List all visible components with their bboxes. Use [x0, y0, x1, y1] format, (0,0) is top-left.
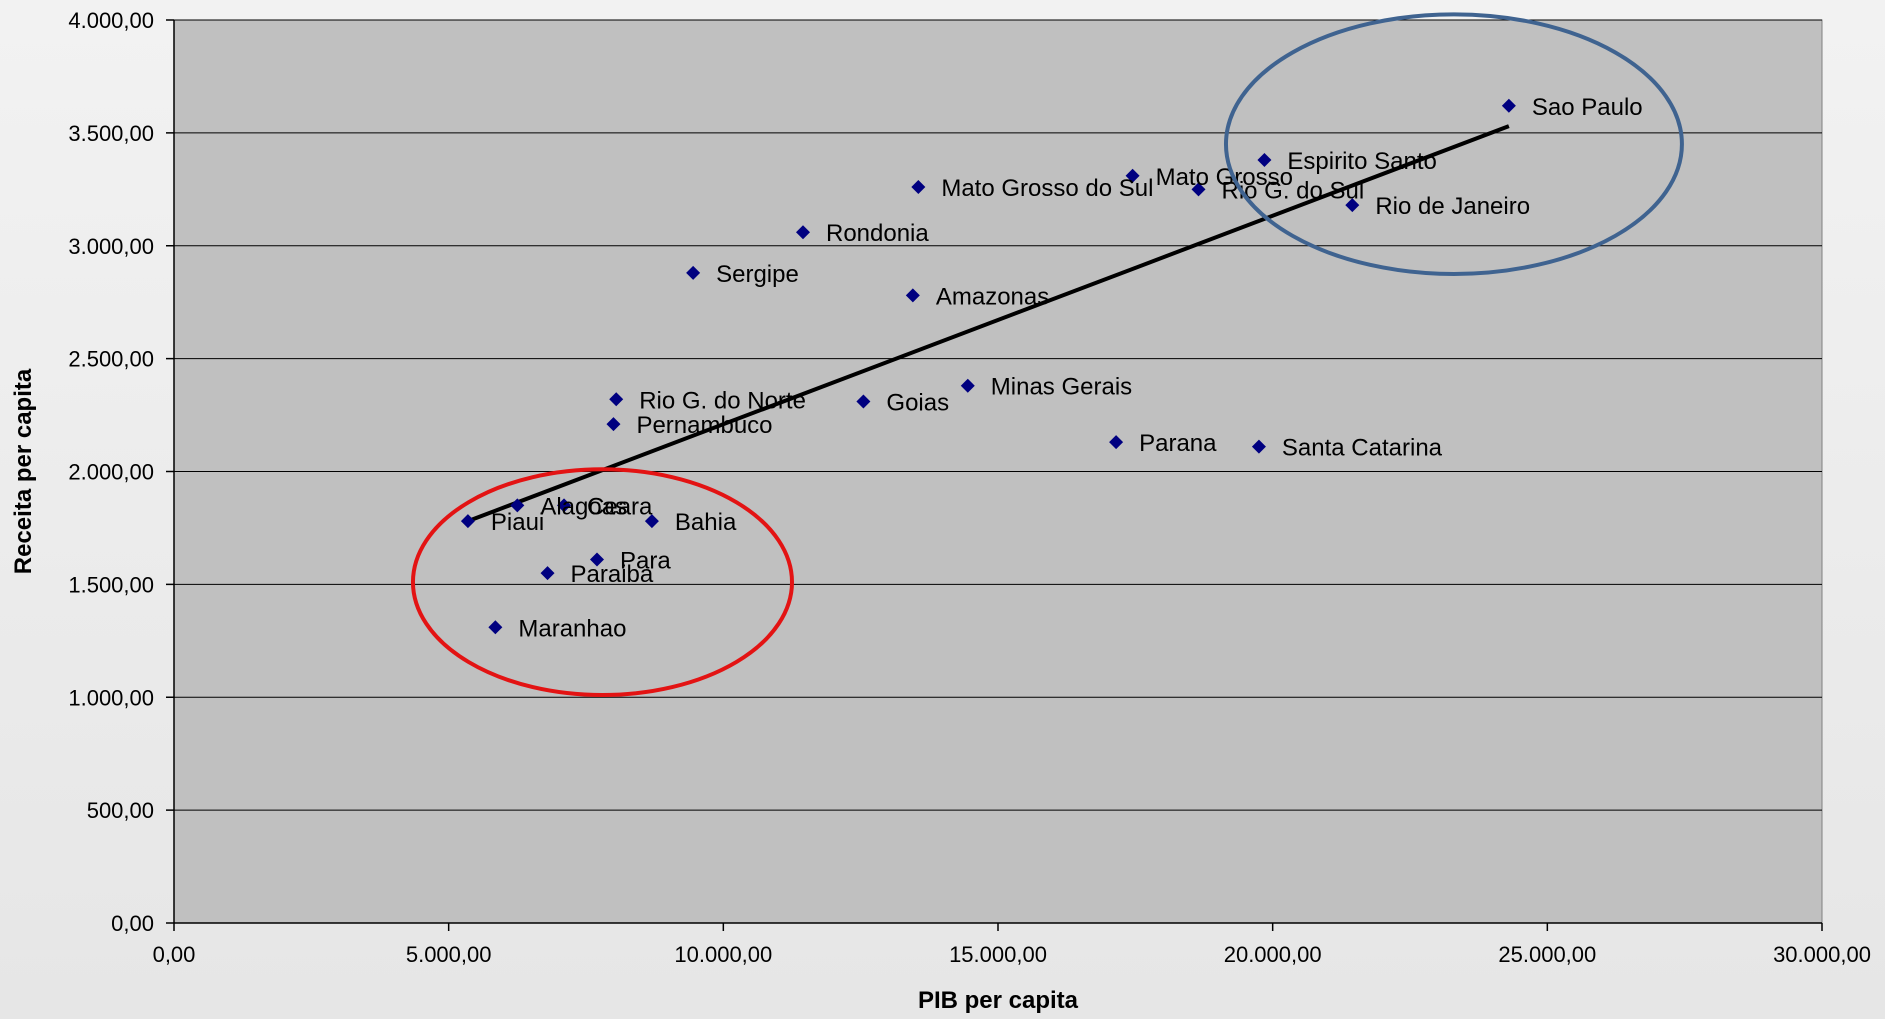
data-label: Mato Grosso: [1156, 164, 1293, 191]
data-point-marker: [960, 378, 975, 393]
data-label: Minas Gerais: [991, 374, 1132, 401]
x-tick-label: 10.000,00: [674, 942, 772, 967]
y-tick-labels: 0,00 500,00 1.000,00 1.500,00 2.000,00 2.500,…: [68, 8, 154, 936]
data-label: Rio G. do Sul: [1222, 177, 1365, 204]
data-point-marker: [1251, 439, 1266, 454]
y-tick-label: 1.000,00: [68, 685, 154, 710]
data-point-marker: [540, 566, 555, 581]
data-point-marker: [686, 265, 701, 280]
data-point-marker: [1109, 435, 1124, 450]
y-tick-label: 2.000,00: [68, 460, 154, 485]
x-tick-label: 25.000,00: [1498, 942, 1596, 967]
x-tick-labels: 0,00 5.000,00 10.000,00 15.000,00 20.000,00 2…: [153, 942, 1871, 967]
data-point-marker: [609, 392, 624, 407]
data-label: Espirito Santo: [1287, 148, 1436, 175]
data-point-marker: [510, 498, 525, 513]
y-tick-label: 3.000,00: [68, 234, 154, 259]
y-axis-title: Receita per capita: [10, 368, 37, 574]
y-tick-label: 1.500,00: [68, 572, 154, 597]
data-point-marker: [557, 498, 572, 513]
y-tick-label: 0,00: [111, 911, 154, 936]
data-label: Rondonia: [826, 220, 929, 247]
y-tick-label: 4.000,00: [68, 8, 154, 33]
x-axis-title: PIB per capita: [918, 987, 1079, 1014]
data-label: Parana: [1139, 430, 1217, 457]
data-point-marker: [606, 417, 621, 432]
annotation-ellipses: [410, 12, 1684, 697]
data-label: Amazonas: [936, 283, 1049, 310]
data-point-marker: [1345, 198, 1360, 213]
data-label: Pernambuco: [636, 412, 772, 439]
data-label: Ceara: [587, 493, 653, 520]
data-label: Piaui: [491, 509, 544, 536]
x-tick-label: 5.000,00: [406, 942, 492, 967]
data-label: Paraiba: [571, 561, 654, 588]
x-tick-label: 20.000,00: [1224, 942, 1322, 967]
data-label: Santa Catarina: [1282, 435, 1443, 462]
gridlines: [174, 19, 1822, 811]
data-point-marker: [1125, 168, 1140, 183]
trendline-layer: [467, 124, 1510, 524]
data-label: Para: [620, 548, 671, 575]
y-tick-label: 2.500,00: [68, 347, 154, 372]
y-tick-label: 500,00: [87, 798, 154, 823]
highlight-ellipse: [410, 467, 794, 697]
trendline: [467, 124, 1510, 524]
data-point-marker: [460, 514, 475, 529]
data-label: Sao Paulo: [1532, 94, 1643, 121]
data-label: Maranhao: [518, 615, 626, 642]
x-tick-label: 15.000,00: [949, 942, 1047, 967]
data-label: Goias: [886, 390, 949, 417]
data-point-marker: [644, 514, 659, 529]
data-label: Sergipe: [716, 261, 799, 288]
highlight-ellipse: [1223, 12, 1684, 276]
data-points: [460, 98, 1516, 635]
data-label: Mato Grosso do Sul: [941, 175, 1153, 202]
y-tick-label: 3.500,00: [68, 121, 154, 146]
x-tick-label: 30.000,00: [1773, 942, 1871, 967]
data-point-marker: [488, 620, 503, 635]
data-label: Alagoas: [540, 493, 627, 520]
x-tick-label: 0,00: [153, 942, 196, 967]
data-point-marker: [589, 552, 604, 567]
data-point-marker: [1257, 152, 1272, 167]
data-label: Rio G. do Norte: [639, 387, 806, 414]
data-point-marker: [856, 394, 871, 409]
axes: [166, 19, 1823, 931]
data-point-marker: [905, 288, 920, 303]
data-point-marker: [911, 180, 926, 195]
data-label: Bahia: [675, 509, 737, 536]
data-point-marker: [1501, 98, 1516, 113]
data-label: Rio de Janeiro: [1375, 193, 1530, 220]
data-point-marker: [795, 225, 810, 240]
data-point-marker: [1191, 182, 1206, 197]
